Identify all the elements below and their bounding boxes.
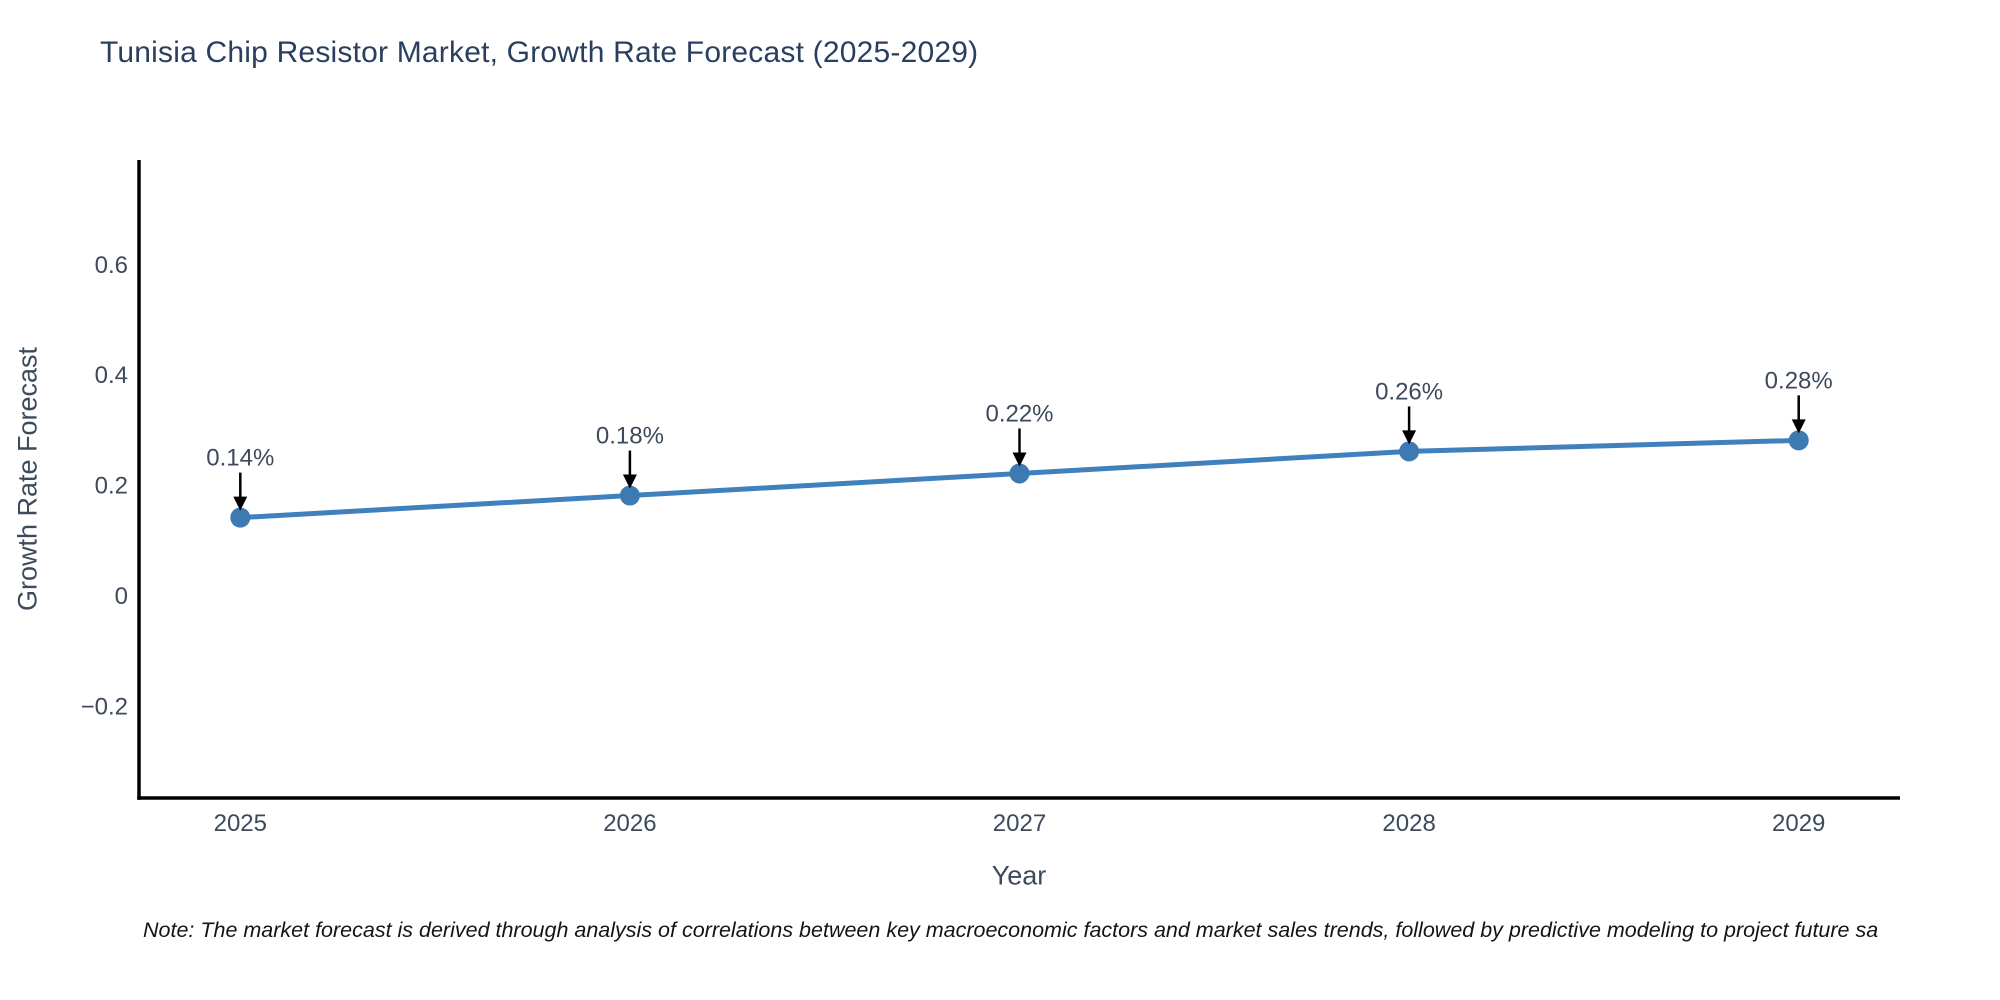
data-point-marker — [619, 485, 640, 506]
x-tick-label: 2028 — [1382, 810, 1435, 837]
x-tick-label: 2029 — [1772, 810, 1825, 837]
y-tick-label: −0.2 — [81, 693, 128, 720]
annotation-arrow-head — [622, 474, 637, 489]
data-point-marker — [1399, 441, 1420, 462]
y-tick-label: 0 — [115, 583, 128, 610]
data-point-label: 0.22% — [985, 400, 1053, 427]
annotation-arrow-head — [1402, 430, 1417, 445]
data-point-label: 0.14% — [206, 445, 274, 472]
data-point-marker — [1009, 463, 1030, 484]
chart-title: Tunisia Chip Resistor Market, Growth Rat… — [100, 36, 979, 69]
y-tick-label: 0.6 — [95, 252, 128, 279]
x-tick-label: 2026 — [603, 810, 656, 837]
data-point-label: 0.26% — [1375, 378, 1443, 405]
y-tick-label: 0.2 — [95, 473, 128, 500]
x-tick-label: 2025 — [214, 810, 267, 837]
x-tick-label: 2027 — [993, 810, 1046, 837]
annotation-arrow-head — [1791, 419, 1806, 434]
annotation-arrow-head — [233, 496, 248, 511]
footnote: Note: The market forecast is derived thr… — [143, 918, 1879, 942]
data-point-marker — [230, 507, 251, 528]
data-point-label: 0.18% — [596, 423, 664, 450]
data-point-marker — [1788, 430, 1809, 451]
y-tick-label: 0.4 — [95, 362, 128, 389]
x-axis-title: Year — [991, 860, 1047, 891]
annotation-arrow-head — [1012, 452, 1027, 467]
y-axis-title: Growth Rate Forecast — [12, 346, 43, 612]
data-point-label: 0.28% — [1765, 367, 1833, 394]
